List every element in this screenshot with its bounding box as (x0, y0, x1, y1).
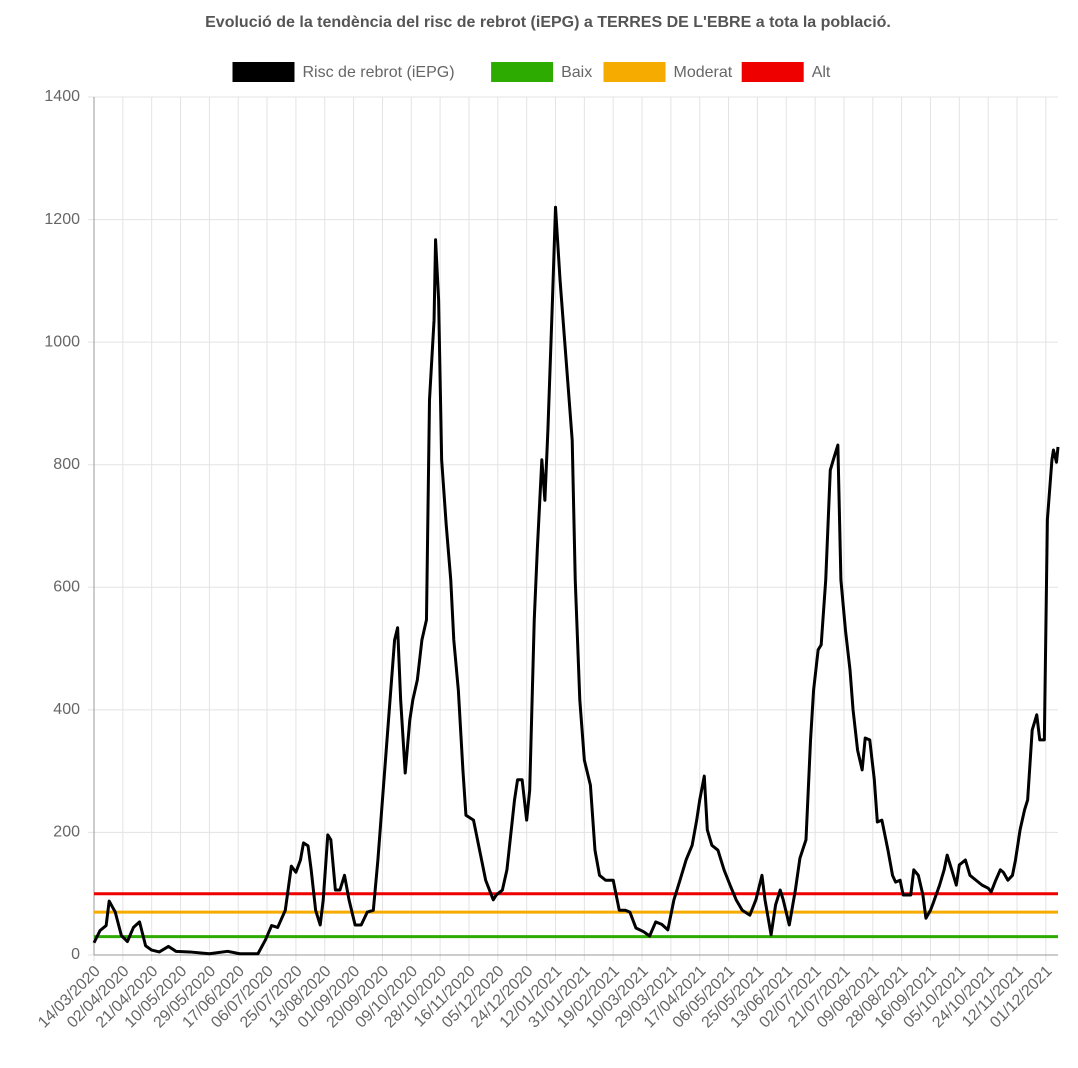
legend-label: Risc de rebrot (iEPG) (303, 64, 455, 81)
y-tick-label: 1200 (44, 211, 80, 228)
legend-swatch (232, 62, 295, 82)
y-tick-label: 1400 (44, 88, 80, 105)
y-tick-label: 1000 (44, 333, 80, 350)
y-tick-label: 0 (71, 946, 80, 963)
y-tick-label: 800 (53, 456, 80, 473)
legend-label: Moderat (674, 64, 733, 81)
y-tick-label: 200 (53, 824, 80, 841)
y-tick-label: 400 (53, 701, 80, 718)
y-tick-label: 600 (53, 579, 80, 596)
legend-label: Alt (812, 64, 831, 81)
legend-label: Baix (561, 64, 592, 81)
legend-swatch (741, 62, 804, 82)
legend-swatch (603, 62, 666, 82)
legend-swatch (491, 62, 554, 82)
legend: Risc de rebrot (iEPG) Baix Moderat Alt (232, 62, 831, 82)
chart-title: Evolució de la tendència del risc de reb… (205, 14, 891, 31)
data-line (92, 205, 1060, 956)
